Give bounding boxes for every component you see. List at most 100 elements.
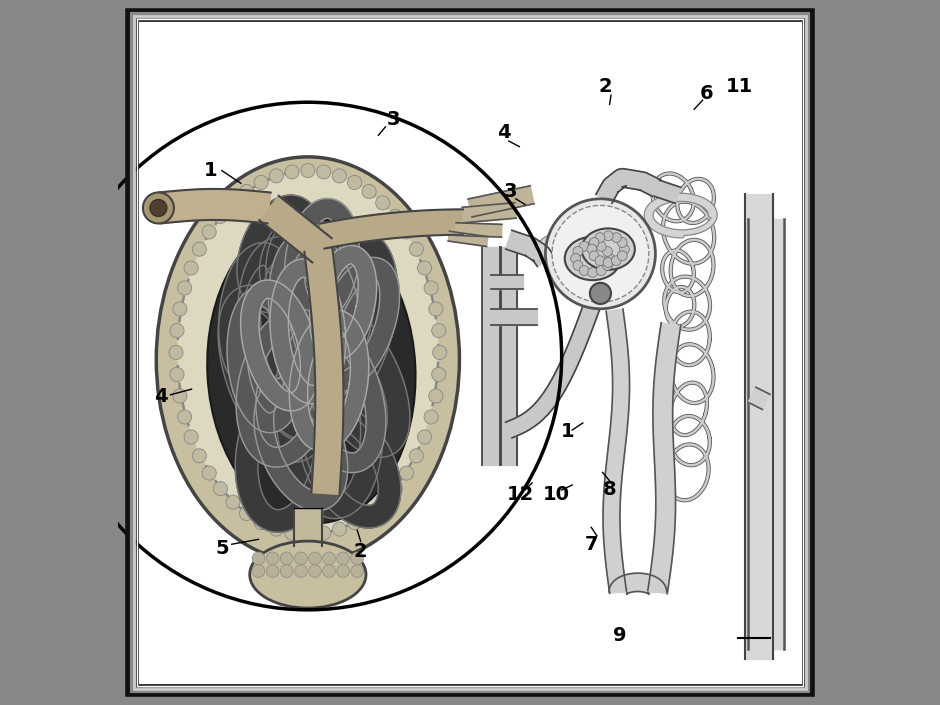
Circle shape (213, 482, 227, 496)
Circle shape (604, 254, 615, 264)
Circle shape (348, 515, 362, 529)
Circle shape (587, 244, 597, 254)
Circle shape (301, 527, 315, 541)
Circle shape (603, 231, 613, 240)
Polygon shape (237, 195, 322, 312)
Circle shape (294, 565, 307, 577)
Circle shape (337, 565, 350, 577)
Polygon shape (285, 199, 359, 323)
Circle shape (618, 251, 627, 261)
Circle shape (400, 466, 414, 480)
Polygon shape (596, 168, 661, 203)
Circle shape (285, 165, 299, 179)
Polygon shape (492, 275, 523, 289)
Circle shape (266, 552, 279, 565)
Polygon shape (266, 216, 364, 362)
Circle shape (376, 196, 390, 210)
Circle shape (240, 506, 254, 520)
Ellipse shape (207, 217, 415, 523)
Polygon shape (241, 280, 319, 411)
Circle shape (254, 515, 268, 529)
Circle shape (308, 552, 321, 565)
Circle shape (588, 240, 598, 250)
Polygon shape (462, 203, 516, 223)
Circle shape (184, 430, 198, 444)
Circle shape (280, 552, 293, 565)
Polygon shape (603, 309, 630, 594)
Circle shape (301, 164, 315, 178)
Polygon shape (158, 189, 271, 223)
Circle shape (573, 260, 583, 271)
Text: 3: 3 (504, 183, 518, 201)
Circle shape (322, 552, 336, 565)
Text: 2: 2 (599, 77, 612, 95)
Circle shape (611, 233, 621, 243)
Circle shape (431, 367, 446, 381)
Text: 9: 9 (613, 627, 626, 645)
Polygon shape (492, 309, 537, 325)
Circle shape (589, 251, 599, 261)
Circle shape (573, 247, 583, 257)
Polygon shape (456, 223, 502, 237)
Circle shape (193, 449, 207, 463)
Polygon shape (254, 377, 348, 511)
Circle shape (611, 256, 621, 266)
Circle shape (226, 196, 240, 210)
Circle shape (579, 266, 589, 276)
Polygon shape (501, 247, 516, 465)
Polygon shape (290, 310, 368, 451)
Text: 11: 11 (726, 77, 753, 95)
Polygon shape (468, 186, 534, 217)
Circle shape (308, 565, 321, 577)
Ellipse shape (565, 237, 620, 280)
Circle shape (400, 225, 414, 239)
Circle shape (294, 552, 307, 565)
Circle shape (169, 345, 183, 360)
Polygon shape (315, 257, 400, 391)
Polygon shape (482, 247, 500, 465)
Circle shape (603, 257, 613, 267)
Polygon shape (609, 573, 666, 594)
Circle shape (545, 199, 655, 309)
Circle shape (170, 324, 184, 338)
Circle shape (173, 302, 187, 316)
Circle shape (202, 225, 216, 239)
Circle shape (432, 345, 446, 360)
Polygon shape (227, 286, 304, 433)
Polygon shape (748, 387, 770, 410)
Polygon shape (748, 219, 784, 649)
Circle shape (317, 526, 331, 540)
Circle shape (285, 526, 299, 540)
Circle shape (619, 244, 630, 254)
Polygon shape (506, 231, 554, 266)
Polygon shape (648, 323, 681, 594)
Circle shape (409, 242, 423, 256)
Text: 2: 2 (354, 542, 368, 560)
Text: 10: 10 (542, 486, 570, 504)
Polygon shape (269, 231, 361, 404)
Circle shape (618, 238, 627, 247)
Circle shape (571, 254, 581, 264)
Circle shape (193, 242, 207, 256)
Circle shape (351, 565, 364, 577)
Circle shape (595, 233, 605, 243)
Circle shape (178, 281, 192, 295)
Circle shape (351, 552, 364, 565)
Polygon shape (300, 403, 400, 528)
Circle shape (588, 267, 598, 277)
Text: 12: 12 (508, 486, 534, 504)
Polygon shape (235, 370, 338, 532)
Circle shape (252, 565, 265, 577)
Circle shape (269, 168, 283, 183)
Polygon shape (236, 309, 337, 467)
Circle shape (280, 565, 293, 577)
Text: 8: 8 (603, 481, 617, 499)
Circle shape (431, 324, 446, 338)
Circle shape (603, 247, 612, 257)
Circle shape (269, 522, 283, 537)
Circle shape (429, 389, 443, 403)
Circle shape (226, 495, 240, 509)
Circle shape (173, 389, 187, 403)
Text: 7: 7 (585, 535, 598, 553)
Circle shape (337, 552, 350, 565)
